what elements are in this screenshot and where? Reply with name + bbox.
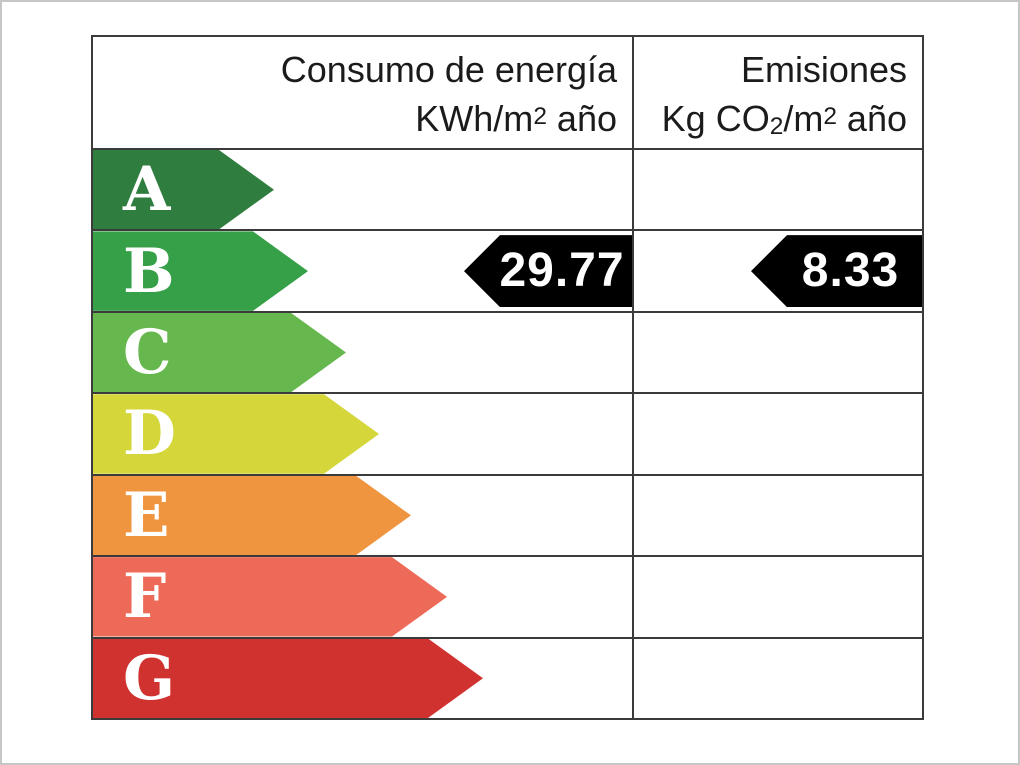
emissions-cell-c xyxy=(634,313,922,392)
rating-row-b: B 29.77 8.33 xyxy=(93,231,922,313)
emissions-value-arrow: 8.33 xyxy=(751,235,922,308)
rating-cell-b: B 29.77 xyxy=(93,231,634,311)
rating-arrow-c: C xyxy=(93,313,346,392)
rating-cell-g: G xyxy=(93,638,634,718)
header-row: Consumo de energía KWh/m2 año Emisiones … xyxy=(93,37,922,150)
emissions-cell-f xyxy=(634,557,922,636)
rating-arrow-g: G xyxy=(93,639,483,718)
rating-row-f: F xyxy=(93,557,922,639)
consumption-unit: KWh/m2 año xyxy=(415,97,617,139)
rating-row-e: E xyxy=(93,475,922,558)
rating-arrow-d: D xyxy=(93,394,379,473)
emissions-title: Emisiones xyxy=(740,49,907,90)
rating-letter-c: C xyxy=(123,317,172,389)
rating-arrow-e: E xyxy=(93,476,411,555)
rating-row-g: G xyxy=(93,638,922,718)
rating-cell-c: C xyxy=(93,312,634,393)
rating-cell-e: E xyxy=(93,475,634,556)
rating-letter-a: A xyxy=(123,154,171,226)
emissions-cell-g xyxy=(634,639,922,718)
rating-arrow-a: A xyxy=(93,150,274,229)
rating-letter-f: F xyxy=(123,561,167,633)
rating-cell-a: A xyxy=(93,150,634,230)
rating-letter-e: E xyxy=(123,479,170,551)
consumption-value: 29.77 xyxy=(499,244,625,298)
consumption-value-arrow: 29.77 xyxy=(464,235,632,308)
rating-row-a: A xyxy=(93,150,922,232)
rating-letter-b: B xyxy=(123,235,175,307)
rating-letter-g: G xyxy=(123,642,176,714)
rating-arrow-b: B xyxy=(93,231,308,310)
rating-cell-f: F xyxy=(93,557,634,637)
rating-arrow-f: F xyxy=(93,557,447,636)
emissions-unit: Kg CO2/m2 año xyxy=(661,97,907,140)
consumption-header: Consumo de energía KWh/m2 año xyxy=(93,37,634,148)
rating-cell-d: D xyxy=(93,394,634,474)
emissions-cell-e xyxy=(634,476,922,555)
rating-letter-d: D xyxy=(123,398,176,470)
consumption-title: Consumo de energía xyxy=(280,49,617,90)
emissions-cell-b: 8.33 xyxy=(634,231,922,310)
rating-row-c: C xyxy=(93,312,922,395)
emissions-cell-d xyxy=(634,394,922,473)
emissions-header: Emisiones Kg CO2/m2 año xyxy=(634,37,922,148)
emissions-value: 8.33 xyxy=(801,244,900,298)
rating-table: Consumo de energía KWh/m2 año Emisiones … xyxy=(91,35,924,720)
rating-row-d: D xyxy=(93,394,922,476)
emissions-cell-a xyxy=(634,150,922,229)
